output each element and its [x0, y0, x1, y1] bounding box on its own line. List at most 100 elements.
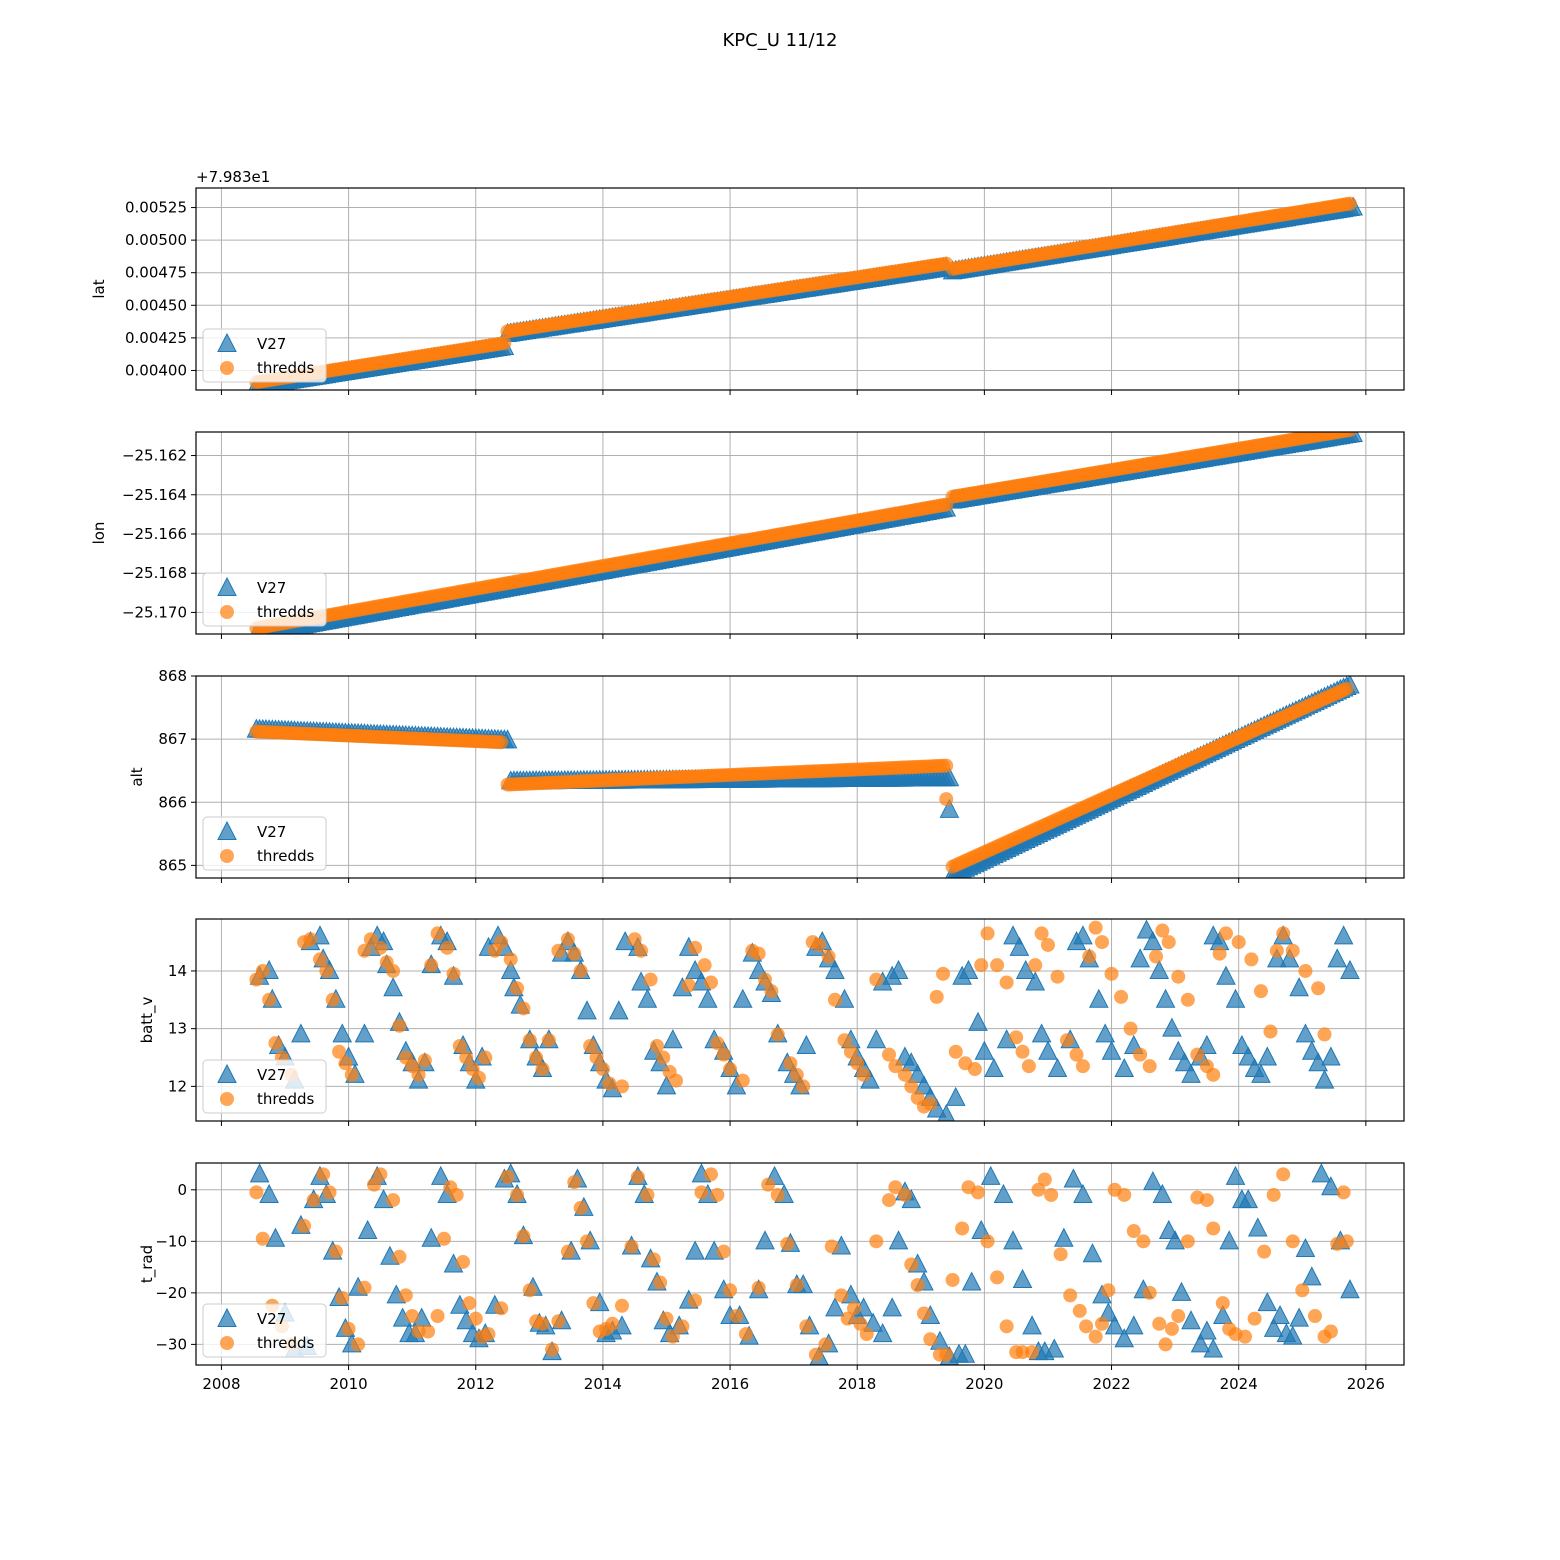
- thredds-point: [840, 1311, 855, 1326]
- y-tick-label: −25.166: [122, 525, 187, 543]
- thredds-point: [627, 932, 642, 947]
- v27-point: [914, 1075, 934, 1095]
- thredds-point: [595, 1062, 610, 1077]
- thredds-point: [888, 1180, 903, 1195]
- thredds-point: [834, 1288, 849, 1303]
- thredds-point: [1063, 1288, 1078, 1303]
- v27-point: [732, 988, 753, 1008]
- thredds-point: [1155, 923, 1170, 938]
- thredds-point: [897, 1067, 912, 1082]
- v27-point: [1216, 965, 1236, 985]
- v27-point: [663, 1029, 683, 1049]
- v27-point: [882, 1297, 903, 1317]
- v27-point: [866, 1029, 887, 1049]
- thredds-point: [478, 1050, 493, 1065]
- thredds-point: [351, 1337, 366, 1352]
- v27-point: [1123, 1315, 1144, 1335]
- thredds-point: [869, 1234, 884, 1249]
- thredds-point: [1285, 943, 1300, 958]
- thredds-point: [1075, 1059, 1090, 1074]
- v27-point: [945, 1086, 966, 1106]
- v27-point: [993, 1183, 1014, 1203]
- thredds-point: [821, 949, 836, 964]
- thredds-point: [751, 946, 766, 961]
- thredds-point: [1114, 989, 1129, 1004]
- v27-point: [1114, 1057, 1135, 1078]
- thredds-point: [580, 1234, 595, 1249]
- thredds-point: [729, 1309, 744, 1324]
- thredds-point: [656, 1050, 671, 1065]
- v27-point: [1073, 1183, 1093, 1203]
- legend-thredds-marker: [220, 605, 234, 619]
- v27-point: [1022, 1315, 1042, 1335]
- thredds-point: [624, 1239, 639, 1254]
- thredds-point: [1342, 196, 1357, 211]
- thredds-point: [297, 1218, 312, 1233]
- thredds-point: [974, 958, 989, 973]
- thredds-point: [446, 966, 461, 981]
- legend: V27 thredds: [202, 1303, 327, 1358]
- chart-title: KPC_U 11/12: [723, 30, 838, 51]
- thredds-point: [1212, 946, 1227, 961]
- thredds-point: [758, 972, 773, 987]
- thredds-point: [405, 1309, 420, 1324]
- v27-point: [430, 1165, 451, 1185]
- v27-point: [939, 798, 960, 818]
- v27-point: [1149, 959, 1170, 979]
- thredds-point: [824, 1239, 839, 1254]
- thredds-point: [923, 1332, 938, 1347]
- v27-point: [872, 1322, 893, 1343]
- thredds-point: [1060, 1033, 1075, 1048]
- thredds-point: [1180, 992, 1195, 1007]
- v27-point: [1263, 1317, 1284, 1337]
- thredds-point: [856, 1067, 871, 1082]
- thredds-point: [710, 1036, 725, 1051]
- thredds-point: [344, 1067, 359, 1082]
- y-tick-label: 0.00450: [125, 296, 187, 314]
- thredds-point: [551, 943, 566, 958]
- thredds-point: [357, 1280, 372, 1295]
- thredds-point: [916, 1306, 931, 1321]
- v27-point: [1171, 1281, 1192, 1301]
- thredds-point: [939, 792, 954, 807]
- thredds-point: [1323, 1324, 1338, 1339]
- thredds-point: [602, 1076, 617, 1091]
- v27-point: [697, 988, 718, 1008]
- thredds-point: [335, 1291, 350, 1306]
- thredds-point: [449, 1187, 464, 1202]
- thredds-point: [1171, 969, 1186, 984]
- y-axis-label: alt: [128, 767, 146, 786]
- thredds-point: [948, 1044, 963, 1059]
- thredds-point: [703, 975, 718, 990]
- thredds-point: [990, 1270, 1005, 1285]
- thredds-point: [1238, 1329, 1253, 1344]
- thredds-point: [936, 966, 951, 981]
- panel-data: [246, 676, 1360, 878]
- thredds-point: [1339, 1234, 1354, 1249]
- thredds-point: [1180, 1234, 1195, 1249]
- thredds-point: [567, 1175, 582, 1190]
- legend-label: V27: [257, 579, 286, 597]
- y-tick-label: −20: [155, 1284, 187, 1302]
- legend-label: V27: [257, 823, 286, 841]
- thredds-point: [262, 992, 277, 1007]
- v27-point: [907, 1063, 928, 1083]
- thredds-point: [1231, 935, 1246, 950]
- v27-point: [1333, 925, 1354, 945]
- panel-lat: 0.00400 0.00425 0.00450 0.00475 0.00500 0.005…: [90, 168, 1405, 395]
- v27-point: [955, 1343, 976, 1363]
- v27-point: [577, 1000, 597, 1020]
- thredds-point: [1015, 1044, 1030, 1059]
- thredds-point: [332, 1044, 347, 1059]
- thredds-point: [1311, 981, 1326, 996]
- thredds-point: [510, 981, 525, 996]
- thredds-point: [1031, 1182, 1046, 1197]
- thredds-point: [255, 1231, 270, 1246]
- y-axis-label: lat: [90, 279, 108, 298]
- v27-point: [1073, 925, 1093, 945]
- thredds-point: [567, 946, 582, 961]
- thredds-point: [529, 1050, 544, 1065]
- v27-point: [1009, 936, 1030, 956]
- thredds-point: [897, 1187, 912, 1202]
- thredds-point: [456, 1254, 471, 1269]
